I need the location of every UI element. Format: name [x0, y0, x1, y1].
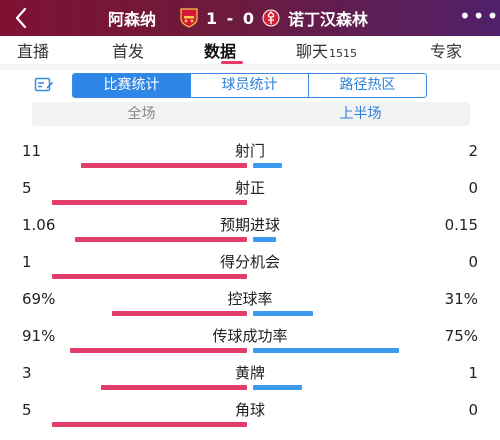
- tab-data[interactable]: 数据: [204, 38, 236, 62]
- stats-board-button[interactable]: [34, 76, 54, 94]
- segment-player-stats[interactable]: 球员统计: [191, 74, 309, 97]
- match-scoreline: 阿森纳 1 - 0 诺丁汉森林: [108, 7, 438, 29]
- home-team-name: 阿森纳: [108, 10, 157, 29]
- stat-row: 5 射正 0: [0, 179, 500, 216]
- home-bar: [101, 385, 247, 390]
- segment-heat-zones[interactable]: 路径热区: [339, 77, 396, 93]
- tab-experts[interactable]: 专家: [430, 38, 462, 62]
- stats-board-icon: [34, 77, 54, 92]
- home-value: 5: [22, 401, 32, 419]
- home-value: 1.06: [22, 216, 56, 234]
- home-value: 1: [22, 253, 32, 271]
- home-bar: [52, 422, 247, 427]
- chat-count-badge: 1515: [329, 47, 358, 60]
- stat-row: 3 黄牌 1: [0, 364, 500, 401]
- away-bar: [253, 163, 282, 168]
- divider: [0, 64, 500, 70]
- away-value: 0.15: [444, 216, 478, 234]
- tab-chat[interactable]: 聊天1515: [296, 38, 357, 62]
- home-value: 69%: [22, 290, 56, 308]
- away-bar: [253, 348, 399, 353]
- match-header: 阿森纳 1 - 0 诺丁汉森林 •••: [0, 0, 500, 36]
- period-full-match[interactable]: 全场: [127, 106, 156, 122]
- tab-label: 专家: [430, 42, 463, 61]
- stat-row: 91% 传球成功率 75%: [0, 327, 500, 364]
- tab-label: 首发: [112, 42, 145, 61]
- stat-row: 1 得分机会 0: [0, 253, 500, 290]
- stat-label: 射门: [234, 142, 265, 160]
- match-score: 1 - 0: [205, 8, 257, 28]
- home-value: 91%: [22, 327, 56, 345]
- stat-row: 11 射门 2: [0, 142, 500, 179]
- home-bar: [70, 348, 247, 353]
- tab-label: 数据: [204, 42, 237, 61]
- away-team-crest-icon: [262, 9, 280, 27]
- away-value: 31%: [444, 290, 478, 308]
- stat-row: 1.06 预期进球 0.15: [0, 216, 500, 253]
- stat-row: 69% 控球率 31%: [0, 290, 500, 327]
- stats-type-selector: 比赛统计 球员统计 路径热区: [72, 73, 427, 98]
- chevron-left-icon: [15, 7, 27, 29]
- tab-label: 聊天: [296, 42, 329, 61]
- stat-label: 控球率: [227, 290, 273, 308]
- home-value: 3: [22, 364, 32, 382]
- away-team-name: 诺丁汉森林: [288, 10, 369, 29]
- active-tab-indicator: [221, 61, 243, 64]
- stat-label: 得分机会: [219, 253, 280, 271]
- stat-label: 射正: [234, 179, 265, 197]
- away-value: 0: [468, 401, 478, 419]
- away-bar: [253, 311, 313, 316]
- stat-label: 传球成功率: [212, 327, 288, 345]
- away-value: 1: [468, 364, 478, 382]
- home-bar: [75, 237, 247, 242]
- home-bar: [52, 200, 247, 205]
- away-value: 0: [468, 179, 478, 197]
- home-bar: [112, 311, 247, 316]
- away-value: 2: [468, 142, 478, 160]
- home-value: 11: [22, 142, 42, 160]
- stat-row: 5 角球 0: [0, 401, 500, 438]
- period-selector: 全场 上半场: [32, 102, 470, 126]
- tab-bar: 直播 首发 数据 聊天1515 专家: [0, 36, 500, 64]
- stat-label: 角球: [234, 401, 265, 419]
- away-value: 0: [468, 253, 478, 271]
- stat-label: 预期进球: [219, 216, 280, 234]
- tab-lineup[interactable]: 首发: [112, 38, 144, 62]
- away-bar: [253, 237, 276, 242]
- away-bar: [253, 385, 302, 390]
- period-first-half[interactable]: 上半场: [339, 106, 382, 122]
- home-team-crest-icon: [180, 8, 198, 28]
- home-bar: [81, 163, 247, 168]
- away-value: 75%: [444, 327, 478, 345]
- segment-match-stats[interactable]: 比赛统计: [73, 74, 191, 97]
- tab-live[interactable]: 直播: [17, 38, 49, 62]
- tab-label: 直播: [17, 42, 50, 61]
- more-dots-icon: •••: [459, 4, 500, 28]
- home-value: 5: [22, 179, 32, 197]
- stat-label: 黄牌: [234, 364, 265, 382]
- back-button[interactable]: [14, 4, 28, 34]
- more-button[interactable]: •••: [459, 4, 500, 28]
- home-bar: [52, 274, 247, 279]
